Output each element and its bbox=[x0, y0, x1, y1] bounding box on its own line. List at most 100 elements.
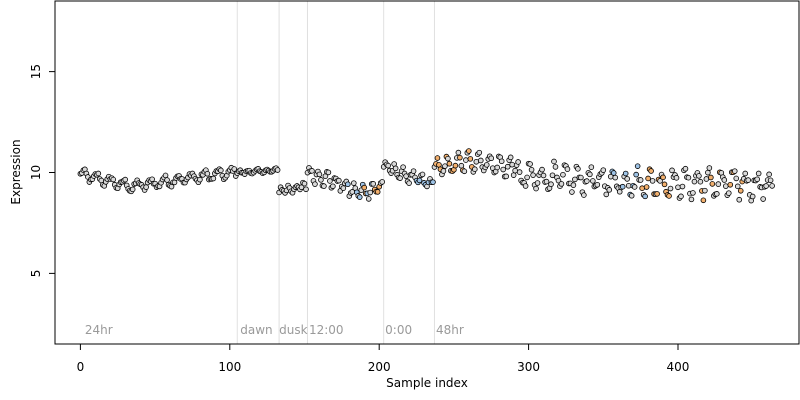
data-point bbox=[336, 177, 342, 184]
data-point bbox=[374, 189, 381, 195]
data-point bbox=[204, 170, 211, 177]
data-point bbox=[767, 177, 774, 184]
data-point bbox=[361, 184, 368, 191]
data-point bbox=[637, 177, 644, 183]
data-point bbox=[709, 181, 716, 187]
data-point bbox=[356, 194, 363, 200]
data-point bbox=[575, 166, 581, 172]
data-point bbox=[367, 189, 374, 196]
data-point bbox=[688, 196, 695, 203]
data-point bbox=[528, 166, 535, 173]
data-point bbox=[560, 171, 566, 178]
data-point bbox=[760, 196, 766, 202]
data-point bbox=[483, 162, 490, 168]
data-point bbox=[645, 175, 651, 182]
data-point bbox=[657, 178, 663, 184]
data-points bbox=[77, 148, 775, 204]
data-point bbox=[642, 193, 648, 200]
data-point bbox=[548, 181, 554, 188]
event-annotation: 48hr bbox=[436, 323, 464, 337]
data-point bbox=[379, 179, 385, 185]
data-point bbox=[706, 165, 713, 171]
data-point bbox=[164, 177, 170, 183]
data-point bbox=[392, 165, 399, 172]
data-point bbox=[714, 191, 720, 197]
data-point bbox=[539, 166, 545, 173]
data-point bbox=[588, 164, 595, 170]
y-tick-label: 5 bbox=[29, 270, 43, 278]
data-point bbox=[678, 193, 684, 200]
data-point bbox=[472, 166, 478, 172]
y-tick-label: 15 bbox=[29, 64, 43, 79]
data-point bbox=[587, 171, 593, 178]
data-point bbox=[122, 176, 129, 183]
data-point bbox=[643, 184, 650, 190]
data-point bbox=[628, 192, 635, 199]
event-annotation: 24hr bbox=[85, 323, 113, 337]
data-point bbox=[527, 161, 533, 167]
data-point bbox=[572, 176, 578, 183]
data-point bbox=[218, 167, 224, 174]
data-point bbox=[350, 180, 357, 186]
x-tick-label: 300 bbox=[517, 360, 540, 374]
data-point bbox=[340, 185, 347, 191]
data-point bbox=[162, 172, 169, 179]
data-point bbox=[327, 178, 333, 184]
data-point bbox=[624, 176, 630, 182]
data-point bbox=[455, 149, 462, 156]
data-point bbox=[129, 186, 136, 193]
data-point bbox=[416, 177, 423, 184]
data-point bbox=[476, 149, 483, 156]
data-point bbox=[722, 183, 729, 189]
data-point bbox=[466, 148, 472, 154]
data-point bbox=[494, 164, 501, 171]
event-annotation: dusk bbox=[279, 323, 307, 337]
data-point bbox=[594, 181, 601, 188]
data-point bbox=[452, 162, 459, 169]
data-point bbox=[325, 169, 332, 176]
data-point bbox=[733, 175, 740, 182]
data-point bbox=[534, 180, 541, 186]
data-point bbox=[321, 183, 327, 189]
data-point bbox=[400, 164, 406, 170]
data-point bbox=[540, 172, 547, 179]
data-point bbox=[755, 170, 762, 177]
data-point bbox=[231, 166, 238, 172]
data-point bbox=[488, 155, 495, 162]
x-tick-label: 0 bbox=[77, 360, 85, 374]
data-point bbox=[552, 164, 559, 170]
event-annotations: 24hr dawn dusk 12:00 0:00 48hr bbox=[85, 323, 464, 337]
data-point bbox=[708, 174, 714, 181]
event-annotation: 0:00 bbox=[385, 323, 412, 337]
data-point bbox=[648, 168, 654, 174]
x-axis: 0 100 200 300 400 bbox=[77, 343, 689, 374]
x-tick-label: 100 bbox=[218, 360, 241, 374]
data-point bbox=[700, 197, 707, 204]
data-point bbox=[143, 184, 149, 190]
data-point bbox=[512, 167, 518, 174]
data-point bbox=[533, 185, 539, 192]
data-point bbox=[754, 176, 760, 183]
data-point bbox=[507, 154, 514, 161]
data-point bbox=[149, 176, 155, 183]
data-point bbox=[705, 169, 711, 176]
data-point bbox=[581, 192, 587, 198]
data-point bbox=[385, 162, 391, 169]
data-point bbox=[516, 169, 523, 175]
data-point bbox=[731, 168, 738, 174]
data-point bbox=[603, 191, 610, 198]
data-point bbox=[578, 174, 584, 181]
data-point bbox=[606, 187, 613, 193]
data-point bbox=[397, 175, 403, 181]
data-point bbox=[406, 180, 412, 186]
data-point bbox=[309, 168, 315, 174]
data-point bbox=[745, 177, 752, 183]
data-point bbox=[564, 166, 571, 172]
data-point bbox=[702, 187, 708, 194]
data-point bbox=[570, 182, 577, 188]
data-point bbox=[690, 190, 696, 196]
data-point bbox=[461, 168, 468, 175]
data-point bbox=[503, 173, 509, 180]
data-point bbox=[410, 168, 417, 174]
